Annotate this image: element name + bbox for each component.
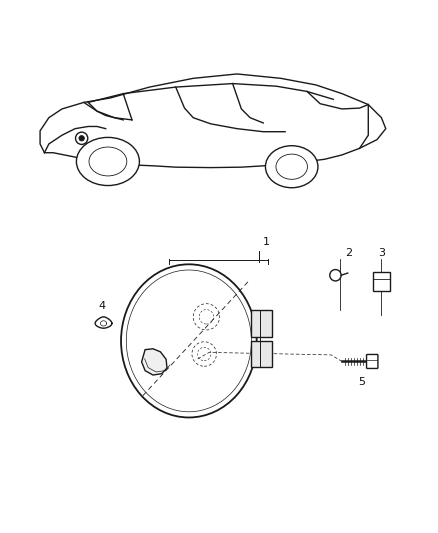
Text: 5: 5: [357, 377, 364, 387]
Text: 1: 1: [263, 237, 270, 247]
Circle shape: [329, 270, 340, 281]
Ellipse shape: [76, 138, 139, 185]
Polygon shape: [100, 321, 106, 326]
Text: 3: 3: [377, 248, 384, 258]
Ellipse shape: [265, 146, 317, 188]
FancyBboxPatch shape: [251, 341, 272, 367]
Text: 2: 2: [344, 248, 351, 258]
Ellipse shape: [121, 264, 256, 417]
Polygon shape: [95, 317, 112, 328]
FancyBboxPatch shape: [251, 310, 272, 336]
Polygon shape: [141, 349, 166, 375]
FancyBboxPatch shape: [366, 354, 377, 368]
Circle shape: [75, 132, 88, 144]
FancyBboxPatch shape: [372, 272, 389, 290]
Circle shape: [79, 135, 84, 141]
Text: 4: 4: [99, 301, 106, 311]
